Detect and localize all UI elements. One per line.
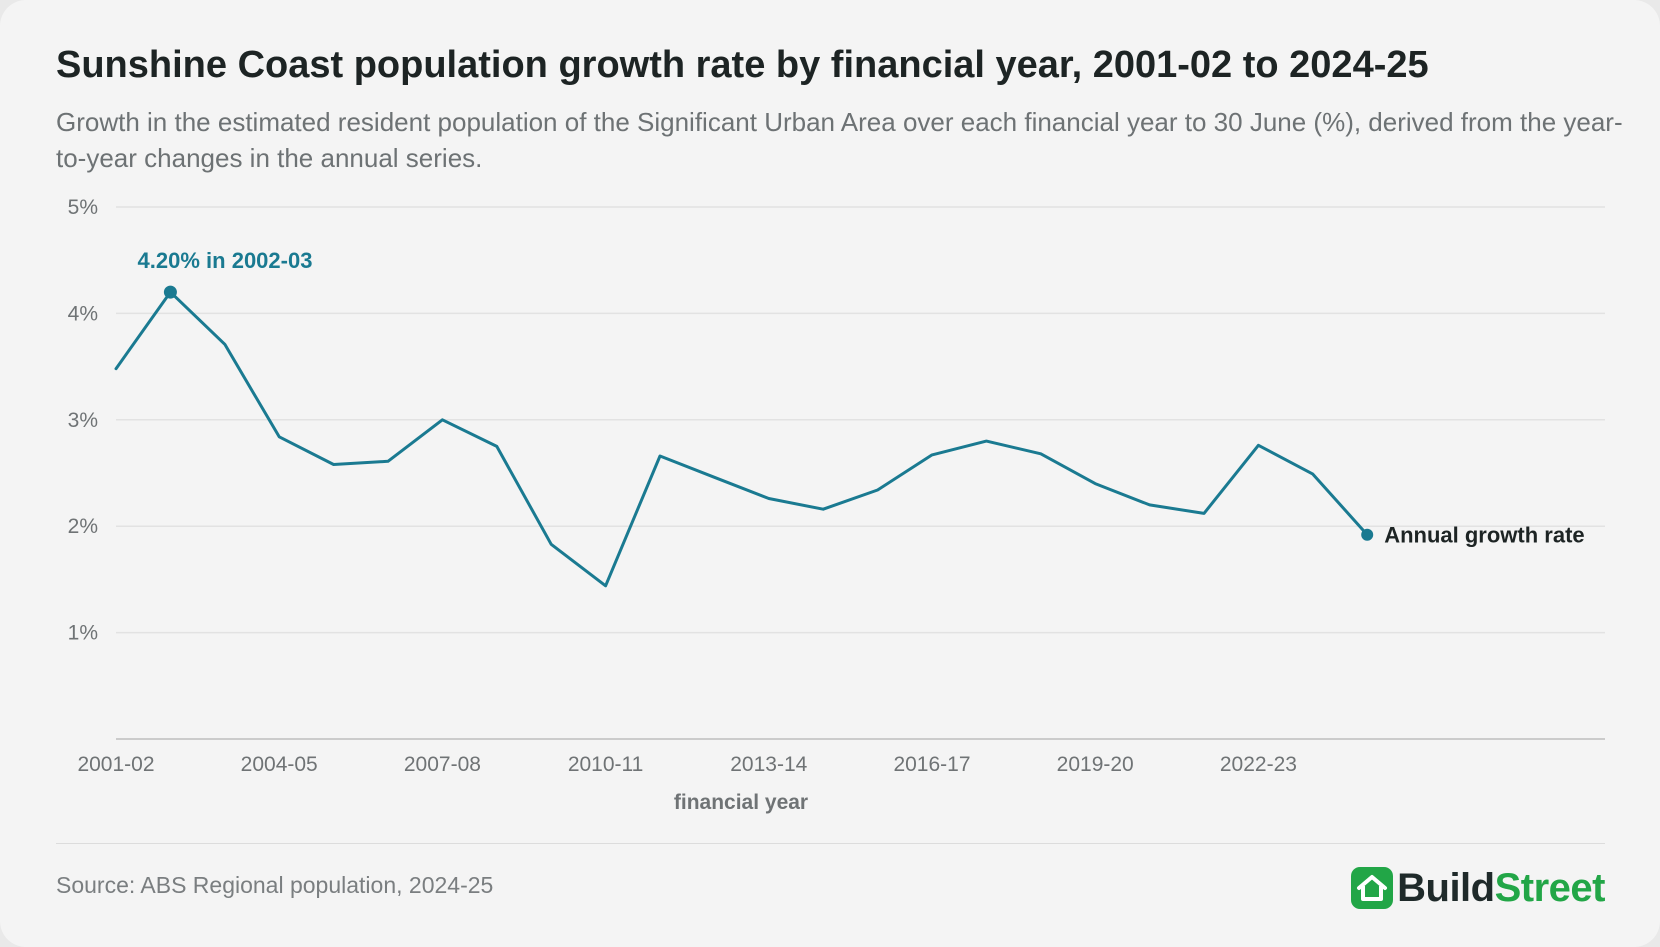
series-line-annual-growth-rate [114,290,1369,588]
x-tick-label: 2022-23 [1220,753,1297,776]
gridlines [116,206,1605,634]
x-tick-label: 2019-20 [1057,753,1134,776]
peak-annotation-label: 4.20% in 2002-03 [138,248,313,273]
brand-name-part1: Build [1397,866,1495,910]
x-tick-label: 2004-05 [241,753,318,776]
x-axis-ticks: 2001-02 2004-05 2007-08 2010-11 2013-14 2016-… [77,753,1296,776]
x-axis-title: financial year [674,791,808,814]
x-tick-label: 2010-11 [568,753,644,776]
brand-logo: BuildStreet [1351,866,1606,910]
end-point-marker [1361,528,1374,541]
x-tick-label: 2007-08 [404,753,481,776]
chart-subtitle: Growth in the estimated resident populat… [56,107,1623,173]
x-tick-label: 2001-02 [77,753,154,776]
series-end-label: Annual growth rate [1384,523,1584,548]
y-tick-label: 3% [68,409,98,432]
brand-name-part2: Street [1494,866,1606,910]
source-note: Source: ABS Regional population, 2024-25 [56,872,494,898]
y-tick-label: 2% [68,515,98,538]
peak-point-marker [163,285,177,299]
y-tick-label: 5% [68,196,98,219]
x-tick-label: 2016-17 [893,753,970,776]
house-icon [1351,867,1394,909]
chart-title: Sunshine Coast population growth rate by… [56,44,1429,86]
footer-divider [56,843,1605,844]
y-tick-label: 1% [68,622,98,645]
y-tick-label: 4% [68,302,98,325]
x-tick-label: 2013-14 [730,753,807,776]
y-axis-ticks: 1% 2% 3% 4% 5% [68,196,98,645]
